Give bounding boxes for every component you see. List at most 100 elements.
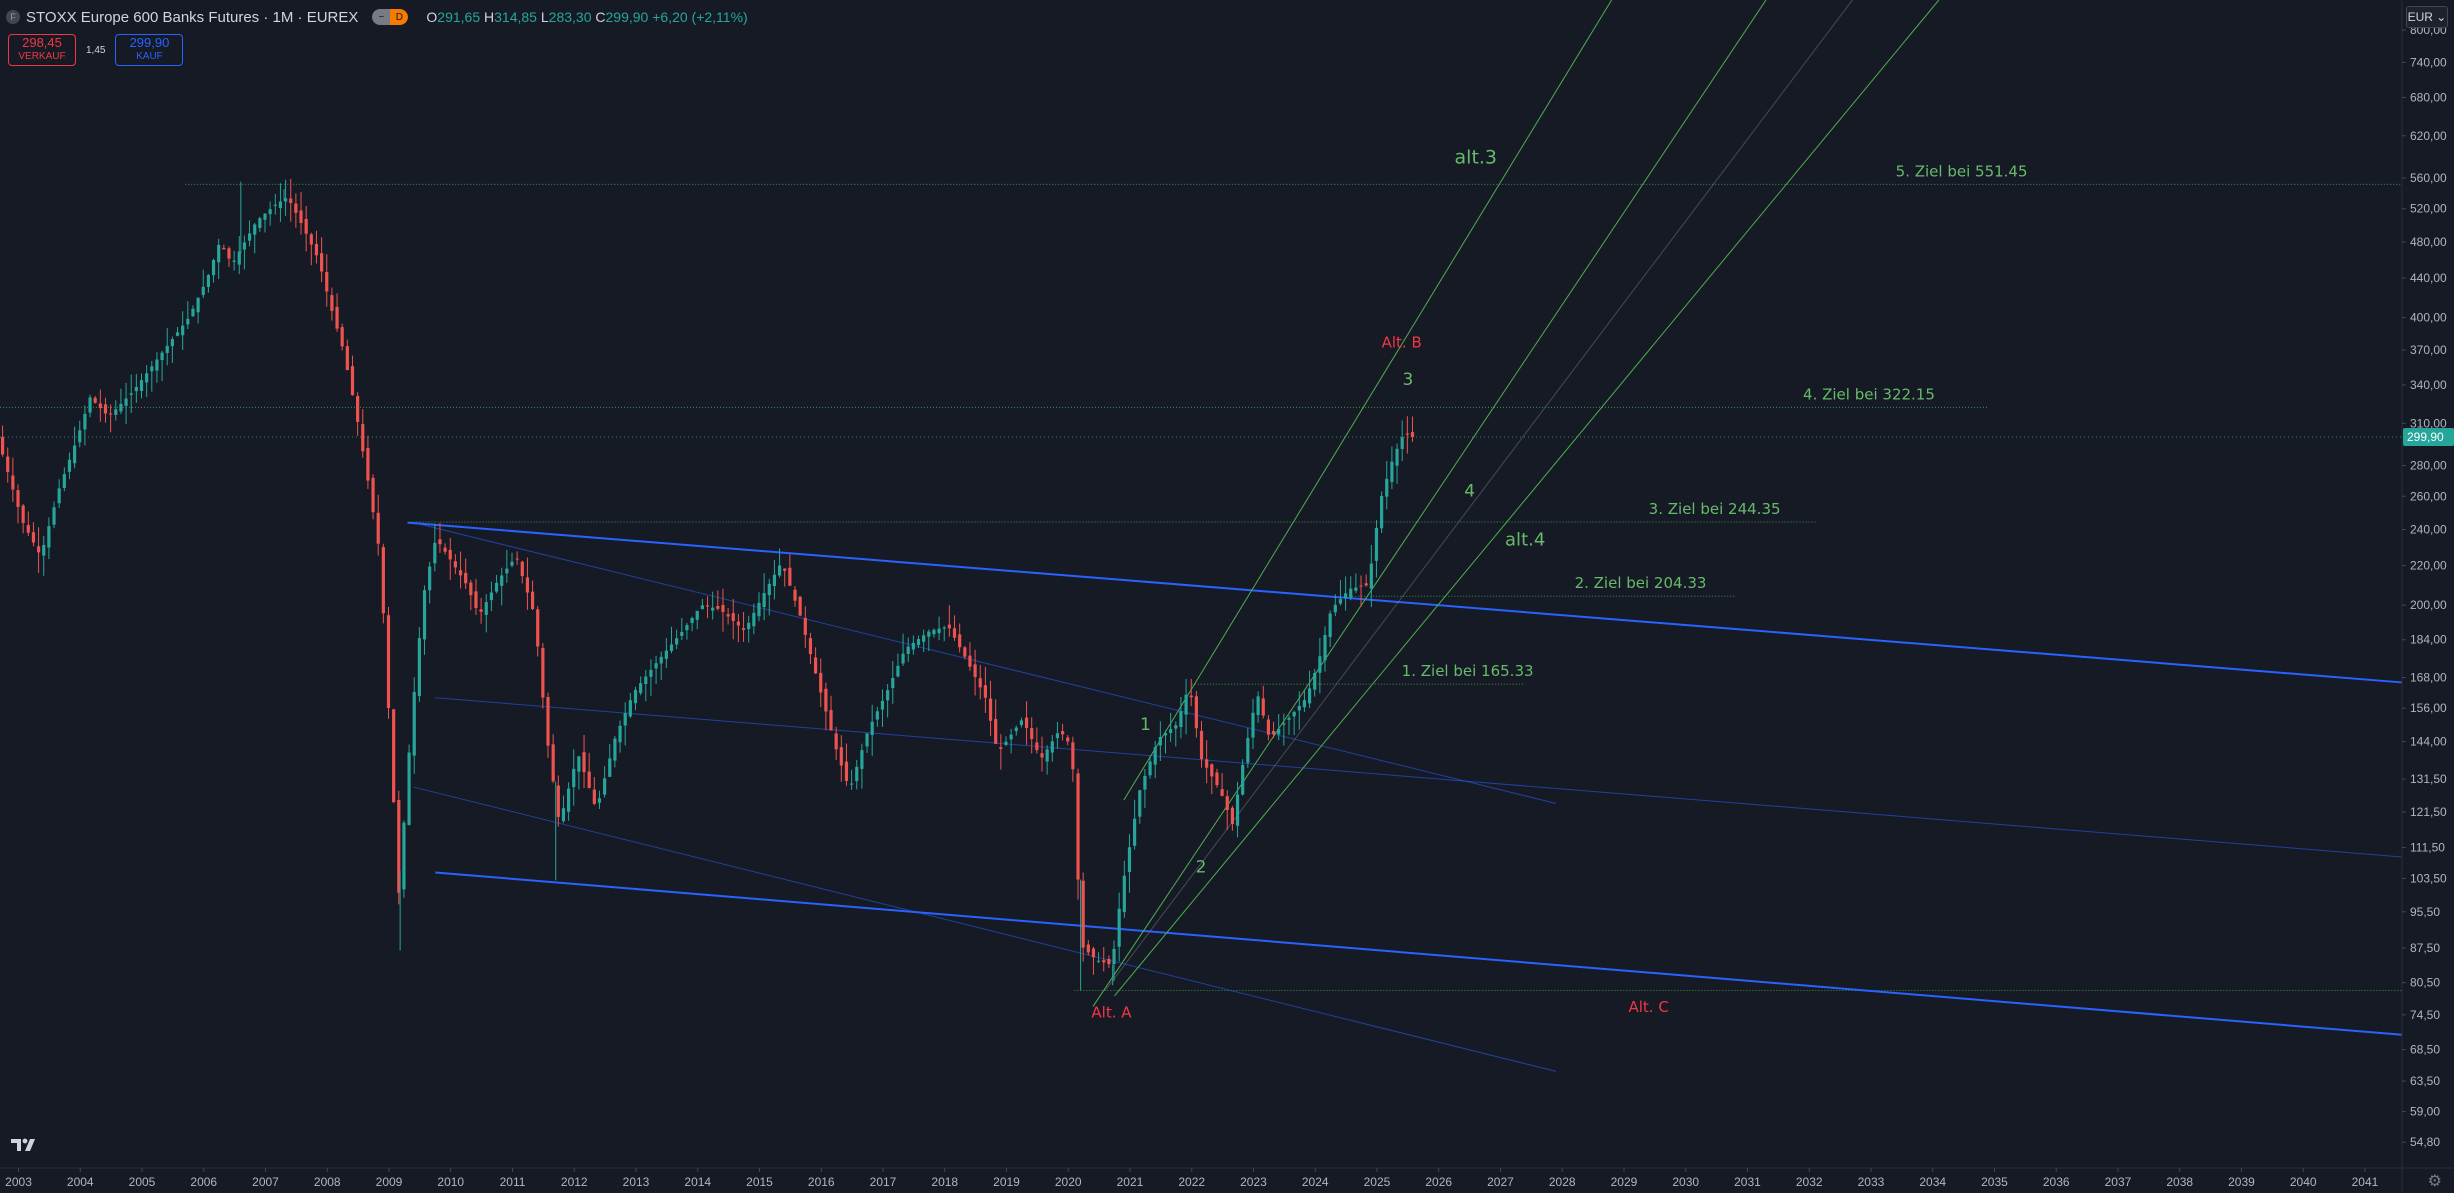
candle-body (124, 398, 128, 406)
tradingview-logo-icon[interactable] (10, 1136, 42, 1154)
candle-body (603, 778, 607, 795)
candle-body (1050, 741, 1054, 753)
candle-body (850, 783, 854, 785)
trendline-thick (407, 521, 2403, 684)
candle-body (83, 413, 87, 430)
candle-body (6, 456, 10, 472)
candle-body (556, 785, 560, 817)
trendline-thick (435, 871, 2403, 1036)
candle-body (788, 567, 792, 586)
candle-body (1307, 688, 1312, 704)
candle-body (145, 373, 149, 383)
candle-body (561, 808, 566, 822)
time-tick-label: 2027 (1487, 1175, 1514, 1189)
candle-body (839, 747, 843, 766)
candle-body (968, 655, 972, 667)
candle-body (1359, 585, 1363, 587)
candle-body (345, 346, 349, 370)
candle-body (21, 505, 25, 523)
candle-body (1153, 747, 1157, 765)
time-tick-label: 2009 (376, 1175, 403, 1189)
candle-body (813, 657, 818, 674)
candle-body (1271, 730, 1276, 735)
price-tick-label: 95,50 (2410, 905, 2440, 919)
settings-gear-icon[interactable]: ⚙ (2427, 1173, 2442, 1190)
trendline-green (1123, 0, 1613, 801)
candle-body (443, 547, 447, 552)
candle-body (247, 233, 252, 241)
price-tick-label: 260,00 (2410, 489, 2447, 503)
time-tick-label: 2022 (1178, 1175, 1205, 1189)
price-tick-label: 480,00 (2410, 235, 2447, 249)
time-axis[interactable]: 2003 2004 2005 2006 2007 2008 2009 2010 2011 2012… (0, 1167, 2454, 1189)
candle-body (1333, 604, 1337, 613)
time-tick-label: 2021 (1117, 1175, 1144, 1189)
candle-body (808, 638, 813, 655)
candle-body (191, 308, 195, 317)
candle-body (1086, 944, 1090, 953)
candle-body (1400, 437, 1404, 450)
hide-legend-icon[interactable]: − (372, 9, 391, 25)
candle-body (417, 638, 421, 697)
candle-body (731, 613, 735, 621)
candle-body (1261, 698, 1265, 716)
candle-body (669, 644, 674, 651)
time-tick-label: 2029 (1611, 1175, 1638, 1189)
time-tick-label: 2032 (1796, 1175, 1823, 1189)
candle-body (639, 683, 643, 694)
candle-body (1112, 948, 1116, 964)
time-tick-label: 2023 (1240, 1175, 1267, 1189)
candle-body (777, 565, 782, 576)
last-price-marker: 299,90 (0, 428, 2454, 447)
separator: · (263, 8, 269, 26)
symbol-title[interactable]: STOXX Europe 600 Banks Futures (26, 8, 260, 26)
currency-button[interactable]: EUR ⌄ (2406, 6, 2448, 28)
candle-body (1076, 773, 1080, 880)
candle-body (335, 306, 339, 329)
candle-body (741, 628, 746, 630)
time-tick-label: 2025 (1364, 1175, 1391, 1189)
sell-button[interactable]: 298,45 VERKAUF (8, 34, 76, 66)
candle-body (227, 248, 231, 259)
candle-body (803, 617, 807, 635)
candle-body (1369, 563, 1373, 589)
price-tick-label: 74,50 (2410, 1008, 2440, 1022)
trendline-thin (413, 522, 1557, 804)
time-tick-label: 2012 (561, 1175, 588, 1189)
candle-body (289, 198, 293, 203)
candle-body (1127, 847, 1132, 873)
candle-body (1354, 587, 1358, 591)
candle-body (747, 622, 751, 630)
candle-body (1097, 960, 1101, 962)
delayed-data-badge[interactable]: D (390, 9, 409, 25)
interval-label[interactable]: 1M (272, 8, 294, 26)
candle-body (752, 612, 756, 627)
buy-button[interactable]: 299,90 KAUF (115, 34, 184, 66)
price-tick-label: 87,50 (2410, 941, 2440, 955)
candle-body (186, 318, 190, 325)
target-level-label: 5. Ziel bei 551.45 (1896, 162, 2028, 180)
price-tick-label: 156,00 (2410, 701, 2447, 715)
time-tick-label: 2013 (623, 1175, 650, 1189)
time-tick-label: 2004 (67, 1175, 94, 1189)
status-badges[interactable]: − D (372, 9, 409, 25)
candle-body (952, 628, 957, 638)
candle-body (119, 403, 123, 412)
candle-body (366, 447, 370, 481)
candle-body (901, 653, 905, 664)
price-tick-label: 680,00 (2410, 90, 2447, 104)
candle-body (1138, 790, 1142, 817)
candle-body (1302, 700, 1307, 708)
candle-body (1174, 725, 1178, 729)
trade-panel: 298,45 VERKAUF 1,45 299,90 KAUF (8, 34, 184, 66)
target-level-label: 2. Ziel bei 204.33 (1575, 574, 1707, 592)
candle-body (376, 512, 380, 544)
price-tick-label: 68,50 (2410, 1043, 2440, 1057)
time-tick-label: 2006 (190, 1175, 217, 1189)
price-axis[interactable]: 800,00740,00680,00620,00560,00520,00480,… (2401, 0, 2447, 1193)
candle-body (736, 621, 740, 626)
candle-body (1030, 728, 1034, 740)
candle-body (1035, 742, 1039, 751)
trendline-grey (1104, 0, 1853, 991)
